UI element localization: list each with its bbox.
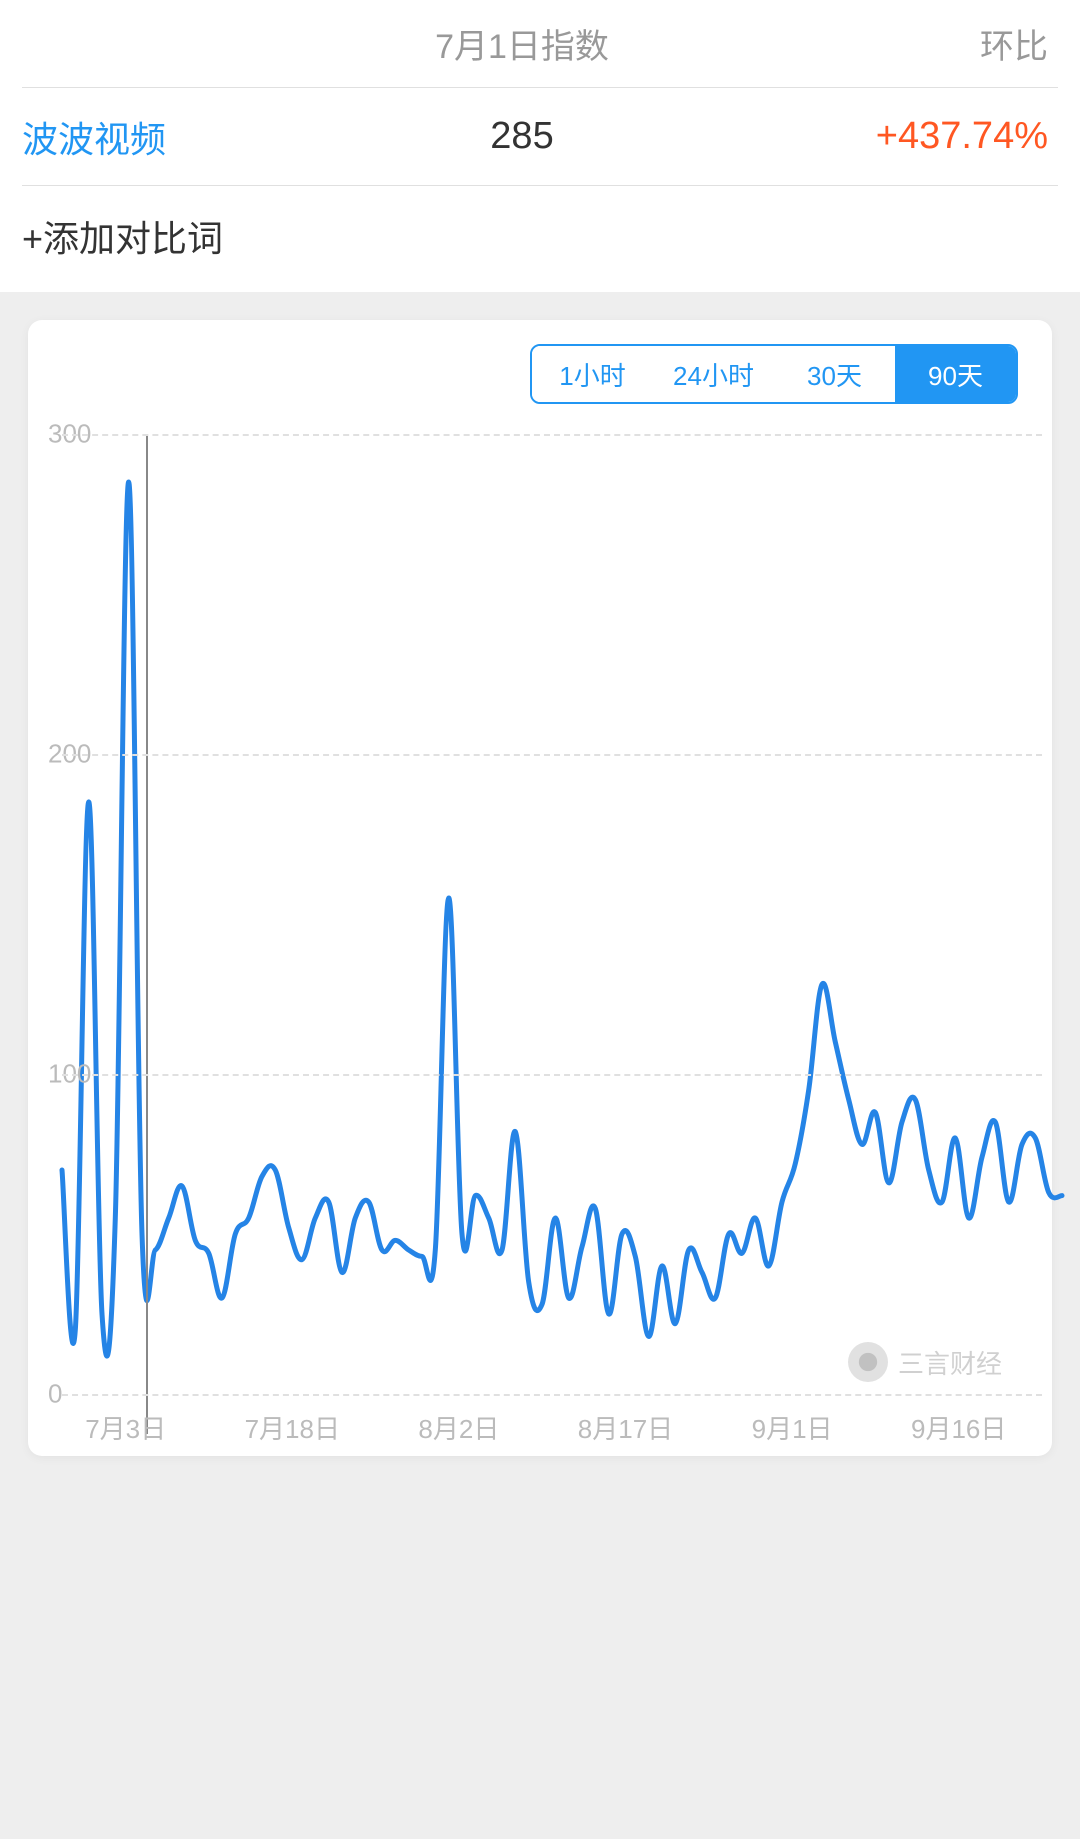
x-tick-label: 9月1日 (752, 1409, 833, 1446)
seg-24h[interactable]: 24小时 (653, 346, 774, 402)
row-change-cell: +437.74% (702, 115, 1058, 158)
line-chart-svg (62, 434, 1062, 1394)
watermark-icon (848, 1342, 888, 1382)
keyword-link[interactable]: 波波视频 (22, 119, 166, 160)
header-index-col: 7月1日指数 (342, 19, 702, 68)
x-tick-label: 9月16日 (911, 1409, 1006, 1446)
grid-line (62, 434, 1042, 436)
row-name-cell: 波波视频 (22, 111, 342, 163)
table-row: 波波视频 285 +437.74% (22, 88, 1058, 186)
chart-panel-wrap: 1小时 24小时 30天 90天 7月3日 7月18日 8月2日 8月17日 9月1日 9… (0, 292, 1080, 1484)
watermark-text: 三言财经 (898, 1344, 1002, 1381)
grid-line (62, 1074, 1042, 1076)
grid-line (62, 1394, 1042, 1396)
seg-90d[interactable]: 90天 (895, 346, 1016, 402)
chart-area: 7月3日7月18日8月2日8月17日9月1日9月16日 三言财经 0100200… (28, 434, 1052, 1446)
x-tick-label: 7月18日 (245, 1409, 340, 1446)
header-change-col: 环比 (702, 19, 1058, 68)
y-tick-label: 0 (48, 1379, 62, 1410)
series-line (62, 482, 1062, 1356)
watermark: 三言财经 (848, 1342, 1002, 1382)
top-section: 7月1日指数 环比 波波视频 285 +437.74% +添加对比词 (0, 0, 1080, 292)
row-index-cell: 285 (342, 115, 702, 158)
seg-30d[interactable]: 30天 (774, 346, 895, 402)
chart-panel: 1小时 24小时 30天 90天 7月3日 7月18日 8月2日 8月17日 9月1日 9… (28, 320, 1052, 1456)
x-tick-label: 7月3日 (85, 1409, 166, 1446)
x-axis-labels: 7月3日 7月18日 8月2日 8月17日 9月1日 9月16日 (62, 1409, 1042, 1449)
x-tick-label: 8月17日 (578, 1409, 673, 1446)
time-segment-control: 1小时 24小时 30天 90天 (530, 344, 1018, 404)
add-compare-button[interactable]: +添加对比词 (0, 186, 1080, 292)
table-header: 7月1日指数 环比 (22, 0, 1058, 88)
grid-line (62, 754, 1042, 756)
seg-1h[interactable]: 1小时 (532, 346, 653, 402)
x-tick-label: 8月2日 (418, 1409, 499, 1446)
